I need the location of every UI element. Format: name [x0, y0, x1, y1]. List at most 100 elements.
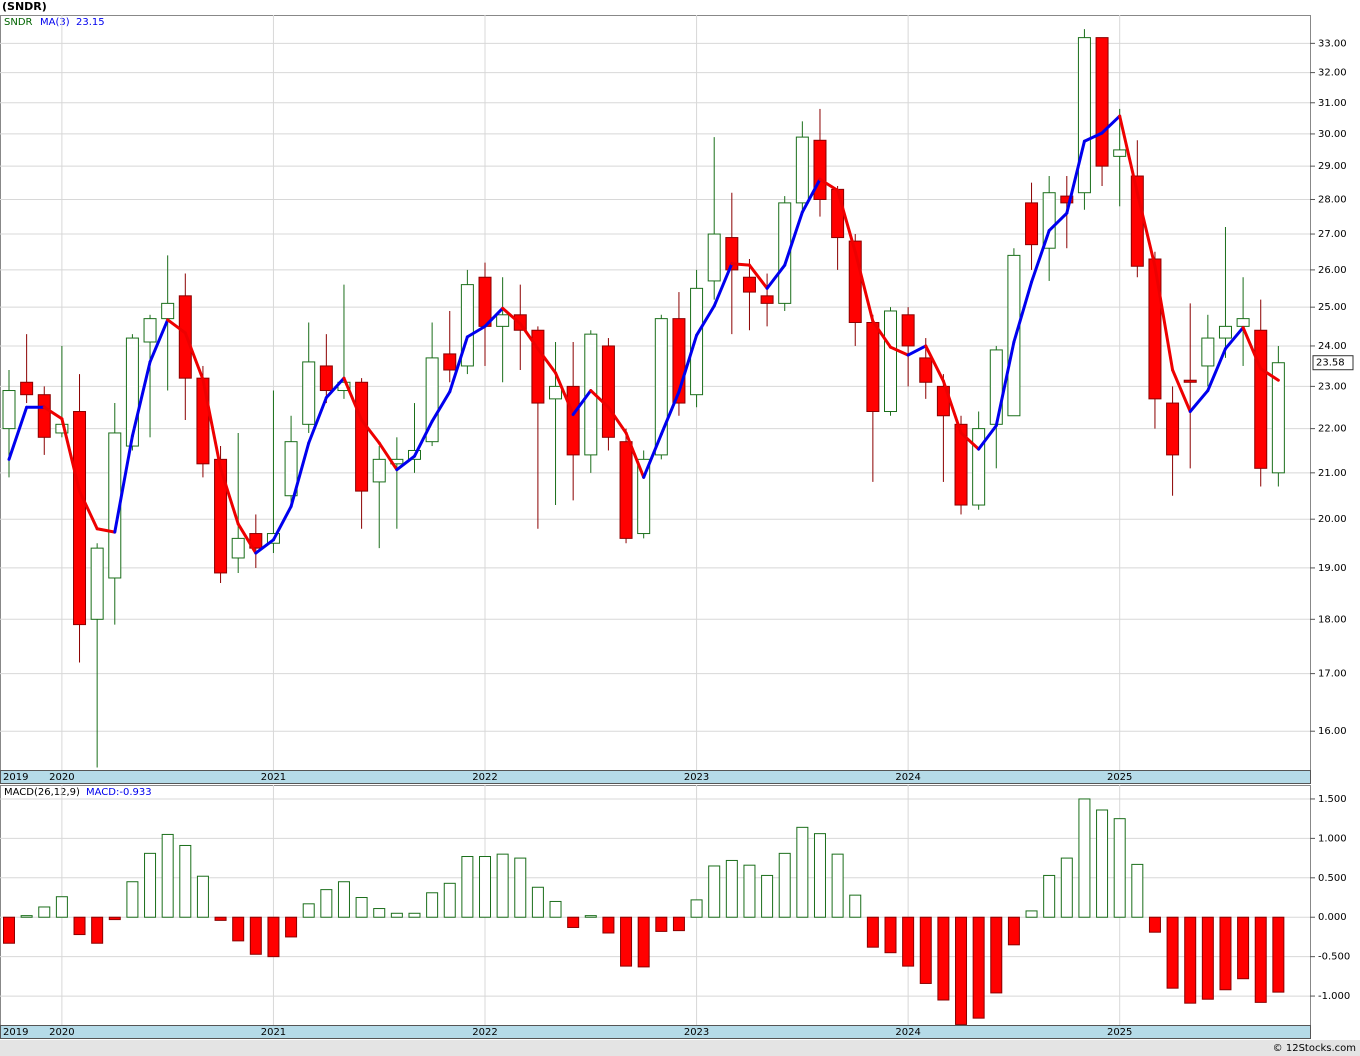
bar: [690, 899, 703, 918]
bar: [955, 916, 968, 1025]
ma-line: [360, 418, 381, 445]
y-tick-label: 22.00: [1318, 424, 1347, 435]
y-tick-label: 16.00: [1318, 726, 1347, 737]
bar: [990, 916, 1003, 994]
ma-line: [624, 431, 646, 479]
ma-line: [554, 371, 575, 416]
chart-title: (SNDR): [2, 0, 47, 13]
y-tick-label: 17.00: [1318, 669, 1347, 680]
bar: [796, 826, 809, 918]
y-tick-label: 1.000: [1318, 833, 1347, 844]
ma-line: [1065, 139, 1086, 215]
bar: [55, 896, 68, 918]
ma-line: [465, 324, 487, 339]
bar: [161, 833, 174, 918]
ma-line: [1241, 326, 1263, 371]
bar: [1148, 916, 1161, 933]
candle-body: [549, 385, 563, 400]
bar: [461, 856, 474, 918]
axis: -1.000 -0.500 0.000 0.500 1.000 1.500 2019 2020…: [0, 785, 1350, 1038]
ma-line: [941, 379, 963, 435]
candle-body: [742, 276, 756, 293]
ma-line: [959, 431, 981, 451]
candle-body: [1218, 325, 1232, 339]
ma-line: [871, 319, 892, 349]
bar: [531, 886, 544, 918]
candle-body: [725, 237, 739, 271]
candle-body: [831, 188, 845, 239]
bar: [743, 864, 756, 918]
bar: [73, 916, 86, 936]
candle-body: [1236, 318, 1250, 327]
candle-body: [1183, 379, 1197, 383]
candle-body: [884, 310, 897, 413]
ma-line: [42, 405, 64, 421]
candle-body: [919, 357, 933, 383]
bar: [302, 903, 315, 918]
ma-line: [536, 347, 558, 375]
candle-body: [496, 314, 510, 327]
bar: [831, 853, 844, 918]
candle-body: [1025, 202, 1039, 246]
bar: [672, 916, 685, 932]
bar: [1043, 874, 1056, 918]
candle-body: [619, 441, 633, 539]
ma-line: [1206, 347, 1227, 393]
ma-line: [289, 441, 311, 508]
bar: [390, 912, 403, 918]
ma-line: [1153, 264, 1175, 372]
last-price-label: 23.58: [1316, 358, 1345, 369]
ma-line: [183, 331, 205, 381]
y-tick-label: 19.00: [1318, 563, 1347, 574]
ma-line: [994, 340, 1016, 428]
y-tick-label: 33.00: [1318, 38, 1347, 49]
credit: © 12Stocks.com: [1273, 1043, 1356, 1054]
y-tick-label: 29.00: [1318, 161, 1347, 172]
bar: [1201, 916, 1214, 1000]
bar: [884, 916, 897, 954]
ma-line: [836, 188, 857, 254]
ma-line: [1012, 280, 1034, 344]
candle-body: [813, 139, 827, 200]
candle-body: [989, 349, 1003, 425]
candle-body: [214, 458, 228, 574]
ma-line: [166, 318, 187, 335]
bar: [496, 853, 509, 918]
legend-ma-value: 23.15: [76, 17, 105, 28]
candle-body: [478, 276, 492, 327]
ma-line: [1223, 326, 1245, 351]
bar: [1166, 916, 1179, 989]
ma-line: [78, 489, 99, 531]
ma-line: [483, 306, 505, 328]
candle-body: [1113, 149, 1127, 157]
bar: [267, 916, 280, 958]
ma-line: [783, 210, 804, 267]
ma-line: [271, 504, 293, 542]
ma-line: [1082, 131, 1104, 143]
bar: [761, 874, 774, 918]
candle-body: [778, 202, 792, 304]
x-tick-label: 2020: [49, 772, 74, 783]
ma-line: [1259, 367, 1280, 382]
ma-line: [130, 360, 152, 438]
date-strip: [0, 770, 1311, 784]
ma-line: [571, 389, 593, 416]
bar: [602, 916, 615, 934]
bar: [1272, 916, 1285, 993]
candle-body: [601, 345, 615, 438]
y-tick-label: 23.00: [1318, 381, 1347, 392]
candle-body: [866, 321, 880, 413]
bar: [1237, 916, 1250, 980]
bar: [479, 856, 492, 918]
candle-body: [425, 357, 439, 443]
x-tick-label: 2025: [1107, 1027, 1132, 1038]
bar: [408, 912, 421, 918]
candle-body: [196, 377, 210, 465]
candle-body: [1166, 402, 1180, 456]
ma-line: [747, 263, 769, 290]
candle-body: [972, 428, 986, 506]
bar: [126, 881, 139, 918]
x-tick-label: 2020: [49, 1027, 74, 1038]
ma-line: [148, 318, 170, 364]
candle-body: [90, 547, 104, 620]
